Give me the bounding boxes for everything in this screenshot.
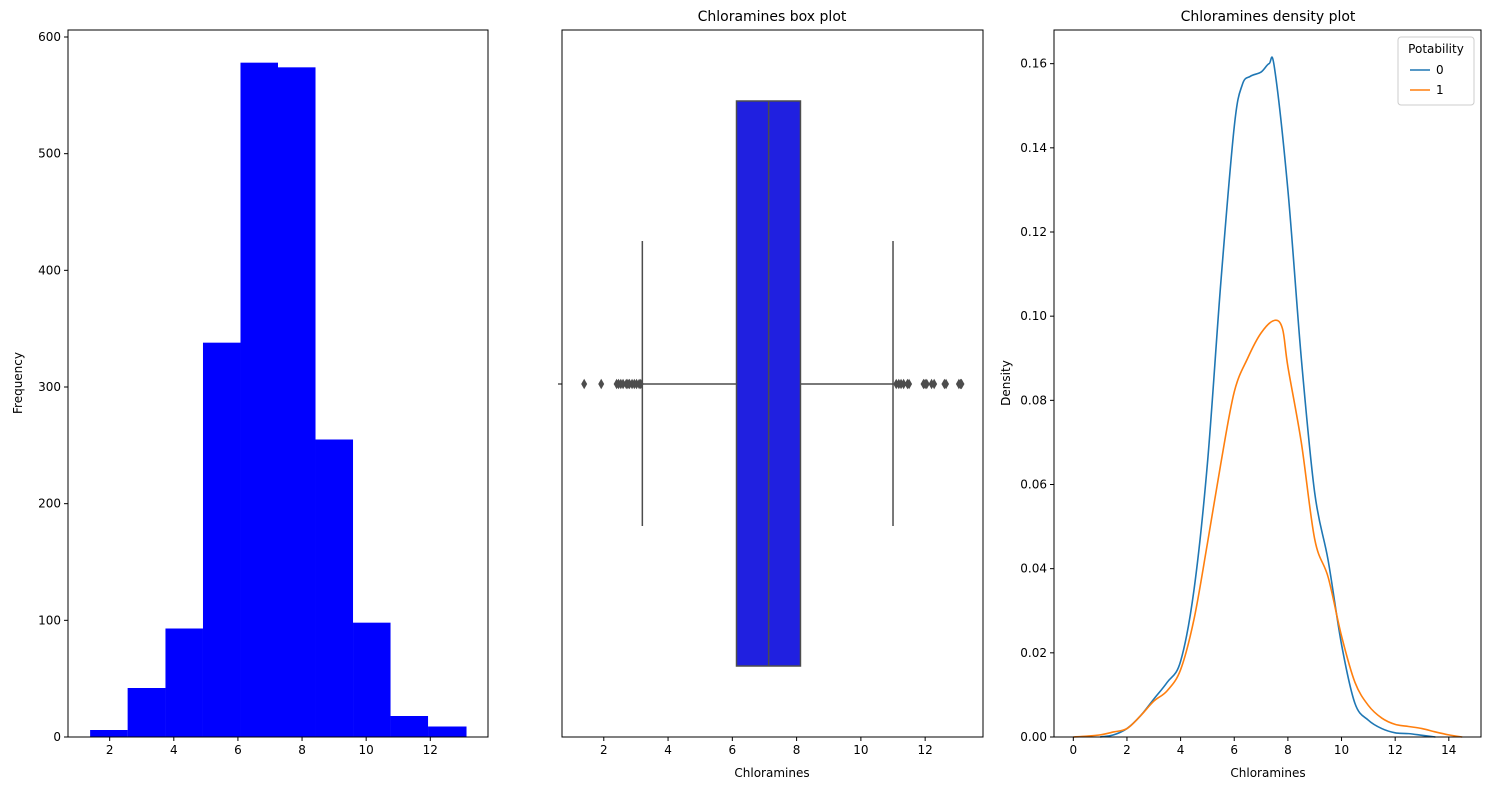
y-tick-label: 0.16 <box>1020 57 1047 71</box>
x-tick-label: 10 <box>359 743 374 757</box>
x-tick-label: 8 <box>1284 743 1292 757</box>
x-tick-label: 0 <box>1069 743 1077 757</box>
y-tick-label: 0.02 <box>1020 646 1047 660</box>
x-tick-label: 6 <box>234 743 242 757</box>
x-tick-label: 14 <box>1441 743 1456 757</box>
histogram-axes-frame <box>67 29 489 738</box>
density-x-label: Chloramines <box>1230 766 1305 780</box>
y-tick-label: 500 <box>38 147 61 161</box>
y-tick-label: 0.12 <box>1020 225 1047 239</box>
density-panel: Chloramines density plot 0 2 4 6 8 10 12 14 0.0… <box>999 9 1482 780</box>
x-tick-label: 12 <box>423 743 438 757</box>
histogram-bar <box>165 628 203 737</box>
x-tick-label: 12 <box>1388 743 1403 757</box>
histogram-bar <box>278 67 316 738</box>
x-tick-label: 2 <box>106 743 114 757</box>
density-y-label: Density <box>999 360 1013 406</box>
x-tick-label: 4 <box>664 743 672 757</box>
histogram-bar <box>390 716 429 737</box>
boxplot-x-ticks: 2 4 6 8 10 12 <box>600 737 933 757</box>
outlier-point <box>620 378 627 390</box>
outlier-point <box>637 378 644 390</box>
histogram-bar <box>428 726 467 737</box>
outlier-point <box>931 378 938 390</box>
y-tick-label: 400 <box>38 263 61 277</box>
x-tick-label: 2 <box>600 743 608 757</box>
legend-title: Potability <box>1408 42 1464 56</box>
outlier-point <box>900 378 907 390</box>
x-tick-label: 2 <box>1123 743 1131 757</box>
x-tick-label: 12 <box>918 743 933 757</box>
histogram-bar <box>90 730 128 737</box>
y-tick-label: 0 <box>53 730 61 744</box>
legend-frame <box>1397 36 1475 106</box>
y-tick-label: 200 <box>38 497 61 511</box>
histogram-y-label: Frequency <box>11 352 25 414</box>
outlier-point <box>943 378 950 390</box>
x-tick-label: 4 <box>1177 743 1185 757</box>
density-legend: Potability 0 1 <box>1397 36 1475 106</box>
x-tick-label: 10 <box>853 743 868 757</box>
density-title: Chloramines density plot <box>1181 9 1356 25</box>
y-tick-label: 100 <box>38 613 61 627</box>
density-lines <box>1073 56 1463 738</box>
histogram-y-ticks: 0 100 200 300 400 500 600 <box>38 30 68 744</box>
y-tick-label: 0.00 <box>1020 730 1047 744</box>
histogram-bar <box>202 342 241 737</box>
x-tick-label: 8 <box>793 743 801 757</box>
outlier-point <box>598 378 605 390</box>
histogram-bar <box>127 688 166 737</box>
boxplot-panel: Chloramines box plot 2 4 6 8 10 12 Chloramine… <box>558 9 984 780</box>
x-tick-label: 6 <box>1230 743 1238 757</box>
histogram-x-ticks: 2 4 6 8 10 12 <box>106 737 438 757</box>
x-tick-label: 10 <box>1334 743 1349 757</box>
boxplot-title: Chloramines box plot <box>698 9 847 25</box>
y-tick-label: 0.06 <box>1020 478 1047 492</box>
histogram-panel: 2 4 6 8 10 12 0 100 200 300 400 500 600 Frequency <box>11 29 489 757</box>
y-tick-label: 0.08 <box>1020 393 1047 407</box>
outlier-point <box>581 378 588 390</box>
y-tick-label: 0.04 <box>1020 562 1047 576</box>
outlier-point <box>906 378 913 390</box>
histogram-bar <box>353 622 391 737</box>
y-tick-label: 300 <box>38 380 61 394</box>
histogram-bar <box>315 439 354 737</box>
y-tick-label: 0.14 <box>1020 141 1047 155</box>
y-tick-label: 0.10 <box>1020 309 1047 323</box>
density-axes-frame <box>1053 29 1482 738</box>
outlier-point <box>958 378 965 390</box>
legend-label-0: 0 <box>1436 63 1444 77</box>
x-tick-label: 4 <box>170 743 178 757</box>
density-line-0 <box>1100 56 1436 738</box>
x-tick-label: 6 <box>729 743 737 757</box>
histogram-bars <box>90 62 467 738</box>
legend-label-1: 1 <box>1436 83 1444 97</box>
density-y-ticks: 0.00 0.02 0.04 0.06 0.08 0.10 0.12 0.14 0.16 <box>1020 57 1054 744</box>
density-line-1 <box>1073 319 1463 738</box>
density-x-ticks: 0 2 4 6 8 10 12 14 <box>1069 737 1456 757</box>
boxplot-elements <box>581 100 965 667</box>
outlier-point <box>923 378 930 390</box>
boxplot-x-label: Chloramines <box>734 766 809 780</box>
y-tick-label: 600 <box>38 30 61 44</box>
histogram-bar <box>240 62 278 737</box>
x-tick-label: 8 <box>298 743 306 757</box>
